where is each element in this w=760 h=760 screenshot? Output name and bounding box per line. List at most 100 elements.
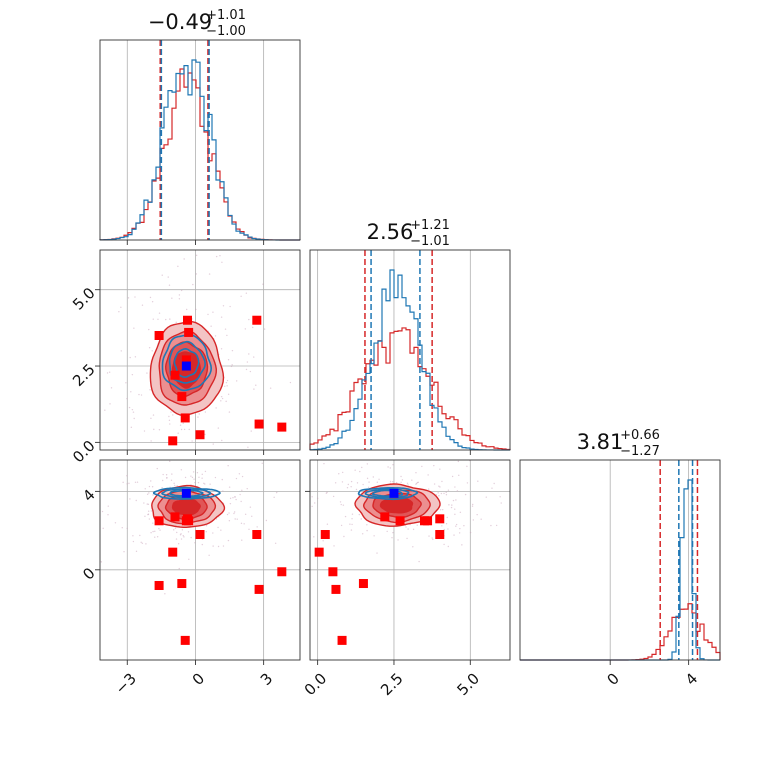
sample-dot [493, 482, 495, 485]
sample-dot [367, 486, 370, 489]
sample-marker [168, 436, 178, 446]
sample-dot [376, 552, 378, 554]
sample-dot [191, 476, 194, 479]
sample-dot [150, 471, 151, 472]
sample-dot [220, 400, 222, 402]
sample-dot [178, 298, 181, 300]
sample-dot [221, 439, 223, 442]
sample-dot [180, 469, 183, 471]
sample-dot [182, 422, 184, 424]
sample-dot [406, 482, 409, 484]
sample-dot [346, 486, 349, 489]
sample-dot [457, 460, 460, 463]
sample-dot [194, 542, 196, 544]
sample-dot [126, 475, 128, 477]
sample-dot [102, 527, 104, 530]
sample-dot [196, 472, 199, 474]
sample-dot [147, 513, 149, 516]
sample-dot [185, 308, 188, 311]
sample-dot [150, 440, 152, 442]
sample-dot [405, 526, 407, 528]
sample-dot [150, 510, 153, 512]
sample-dot [362, 483, 364, 486]
sample-dot [326, 491, 328, 494]
sample-dot [439, 509, 442, 511]
sample-dot [221, 397, 224, 400]
sample-dot [193, 478, 195, 480]
sample-dot [387, 466, 389, 468]
sample-dot [138, 393, 140, 396]
sample-dot [235, 498, 237, 501]
sample-dot [129, 356, 131, 359]
sample-dot [131, 373, 134, 376]
sample-dot [143, 502, 145, 504]
x-tick-label: 2.5 [377, 670, 407, 700]
sample-dot [208, 554, 210, 557]
panel-frame [99, 459, 301, 661]
sample-dot [231, 349, 234, 352]
sample-dot [171, 297, 173, 299]
sample-dot [246, 361, 249, 363]
sample-dot [251, 515, 253, 517]
sample-marker [252, 315, 262, 325]
x-tick-label: 3 [257, 670, 276, 689]
x-tick-label: 5.0 [453, 670, 483, 700]
sample-dot [127, 297, 130, 299]
blue-contour-2 [173, 347, 200, 379]
sample-dot [443, 543, 445, 546]
sample-marker [170, 370, 180, 380]
sample-dot [245, 368, 248, 371]
sample-dot [485, 496, 487, 498]
sample-dot [120, 306, 122, 309]
sample-dot [222, 545, 225, 547]
sample-dot [228, 519, 231, 522]
sample-dot [228, 512, 230, 514]
sample-marker [337, 635, 347, 645]
sample-dot [253, 388, 255, 390]
sample-dot [135, 550, 138, 553]
panel-content [100, 460, 300, 660]
sample-dot [180, 428, 183, 431]
sample-dot [100, 561, 103, 563]
sample-dot [241, 489, 243, 492]
sample-dot [472, 503, 474, 506]
sample-dot [341, 481, 344, 483]
sample-dot [313, 536, 315, 538]
sample-dot [215, 407, 217, 409]
sample-dot [270, 493, 271, 494]
sample-dot [174, 527, 177, 529]
sample-dot [323, 462, 325, 465]
sample-dot [169, 318, 171, 320]
sample-dot [351, 523, 353, 526]
sample-dot [244, 513, 247, 516]
sample-dot [412, 528, 415, 531]
sample-dot [176, 531, 178, 534]
sample-dot [107, 505, 109, 507]
sample-dot [256, 526, 258, 528]
sample-dot [109, 403, 111, 405]
sample-dot [395, 481, 398, 484]
sample-dot [262, 283, 264, 285]
sample-dot [224, 328, 227, 330]
sample-dot [219, 255, 221, 257]
sample-dot [240, 295, 242, 298]
sample-dot [168, 415, 170, 418]
sample-dot [441, 480, 443, 483]
sample-dot [169, 209, 170, 210]
sample-marker [435, 530, 445, 540]
sample-dot [152, 530, 154, 533]
sample-dot [386, 530, 388, 533]
sample-dot [163, 472, 164, 473]
sample-dot [153, 428, 155, 431]
sample-dot [343, 535, 345, 538]
sample-dot [433, 464, 435, 467]
sample-dot [311, 496, 313, 498]
sample-dot [226, 385, 228, 387]
sample-dot [472, 519, 475, 521]
sample-dot [248, 528, 250, 531]
sample-dot [438, 495, 440, 497]
histogram-blue [99, 59, 301, 241]
sample-dot [197, 416, 199, 418]
sample-dot [418, 560, 420, 563]
sample-marker [277, 567, 287, 577]
